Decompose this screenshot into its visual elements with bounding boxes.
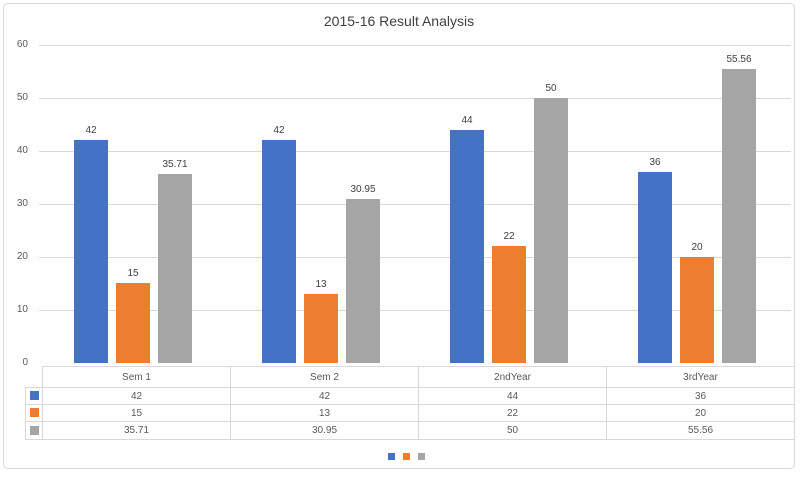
series-swatch-icon — [29, 391, 39, 401]
table-value-cell: 13 — [230, 404, 419, 422]
bar-value-label: 36 — [649, 157, 661, 168]
table-swatch-cell — [25, 387, 43, 405]
bar-series3-2ndyear — [534, 98, 568, 363]
gridline — [39, 45, 791, 46]
table-row: 42 42 44 36 — [25, 387, 795, 405]
chart-title: 2015-16 Result Analysis — [323, 13, 475, 29]
table-value-cell: 50 — [418, 421, 607, 440]
bar-series3-sem-2 — [346, 199, 380, 363]
table-swatch-cell — [25, 404, 43, 422]
table-value-cell: 42 — [230, 387, 419, 405]
bar-value-label: 15 — [127, 268, 139, 279]
legend-swatch-icon — [388, 453, 395, 460]
gridline — [39, 204, 791, 205]
bar-series2-sem-1 — [116, 283, 150, 363]
series-swatch-icon — [29, 408, 39, 418]
bar-value-label: 30.95 — [350, 184, 376, 195]
bar-value-label: 35.71 — [162, 159, 188, 170]
table-value-cell: 55.56 — [606, 421, 795, 440]
table-value-cell: 20 — [606, 404, 795, 422]
table-row: 35.71 30.95 50 55.56 — [25, 421, 795, 440]
table-value-cell: 15 — [42, 404, 231, 422]
table-value-cell: 44 — [418, 387, 607, 405]
bar-series1-sem-1 — [74, 140, 108, 363]
table-category-header: 3rdYear — [606, 366, 795, 388]
bar-series2-2ndyear — [492, 246, 526, 363]
y-axis-tick-label: 40 — [16, 145, 28, 156]
series-swatch-icon — [29, 425, 39, 435]
bar-series3-sem-1 — [158, 174, 192, 363]
bar-value-label: 22 — [503, 231, 515, 242]
chart-frame: 2015-16 Result Analysis 0 10 20 30 40 50 60 42 1… — [3, 3, 795, 469]
table-category-header: Sem 2 — [230, 366, 419, 388]
legend — [388, 453, 425, 460]
bar-value-label: 20 — [691, 242, 703, 253]
y-axis-tick-label: 60 — [16, 39, 28, 50]
legend-swatch-icon — [418, 453, 425, 460]
data-table: Sem 1 Sem 2 2ndYear 3rdYear 42 42 44 36 15 13 22 20… — [25, 366, 795, 440]
bar-value-label: 13 — [315, 279, 327, 290]
legend-swatch-icon — [403, 453, 410, 460]
table-category-header: Sem 1 — [42, 366, 231, 388]
table-value-cell: 30.95 — [230, 421, 419, 440]
bar-series3-3rdyear — [722, 69, 756, 363]
bar-series1-2ndyear — [450, 130, 484, 363]
gridline — [39, 310, 791, 311]
table-value-cell: 36 — [606, 387, 795, 405]
table-swatch-cell — [25, 421, 43, 440]
bar-series2-3rdyear — [680, 257, 714, 363]
table-corner-blank — [26, 367, 43, 388]
gridline — [39, 151, 791, 152]
bar-series1-3rdyear — [638, 172, 672, 363]
y-axis-tick-label: 0 — [22, 357, 28, 368]
gridline — [39, 257, 791, 258]
bar-value-label: 42 — [85, 125, 97, 136]
table-category-header: 2ndYear — [418, 366, 607, 388]
bar-series1-sem-2 — [262, 140, 296, 363]
table-value-cell: 22 — [418, 404, 607, 422]
table-row: 15 13 22 20 — [25, 404, 795, 422]
bar-value-label: 55.56 — [726, 54, 752, 65]
y-axis-tick-label: 50 — [16, 92, 28, 103]
bar-value-label: 44 — [461, 115, 473, 126]
table-value-cell: 35.71 — [42, 421, 231, 440]
bar-series2-sem-2 — [304, 294, 338, 363]
table-value-cell: 42 — [42, 387, 231, 405]
y-axis-tick-label: 30 — [16, 198, 28, 209]
bar-value-label: 50 — [545, 83, 557, 94]
y-axis-tick-label: 10 — [16, 304, 28, 315]
bar-value-label: 42 — [273, 125, 285, 136]
y-axis-tick-label: 20 — [16, 251, 28, 262]
gridline — [39, 98, 791, 99]
